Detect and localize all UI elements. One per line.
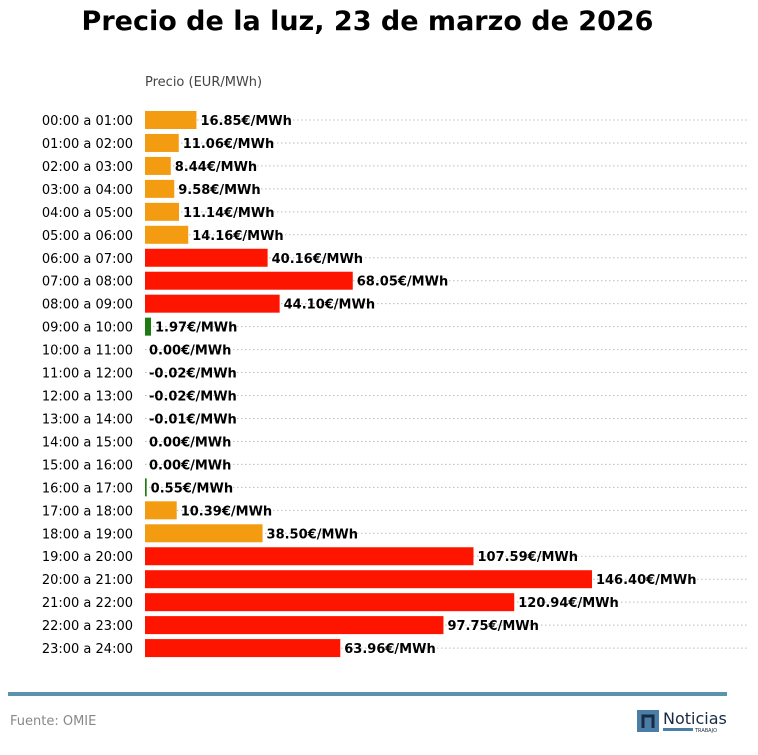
footer-divider bbox=[8, 692, 727, 696]
data-label: 11.14€/MWh bbox=[183, 206, 274, 221]
bar bbox=[145, 248, 268, 267]
noticias-trabajo-logo: Noticias TRABAJO bbox=[637, 709, 727, 734]
category-label: 14:00 a 15:00 bbox=[42, 435, 133, 450]
category-label: 21:00 a 22:00 bbox=[42, 596, 133, 611]
category-label: 06:00 a 07:00 bbox=[42, 252, 133, 267]
data-label: 9.58€/MWh bbox=[178, 183, 260, 198]
category-label: 15:00 a 16:00 bbox=[42, 458, 133, 473]
data-label: 146.40€/MWh bbox=[596, 573, 697, 588]
data-label: 0.00€/MWh bbox=[149, 458, 231, 473]
category-label: 05:00 a 06:00 bbox=[42, 229, 133, 244]
category-label: 07:00 a 08:00 bbox=[42, 275, 133, 290]
category-label: 01:00 a 02:00 bbox=[42, 137, 133, 152]
bar bbox=[145, 111, 197, 129]
category-label: 20:00 a 21:00 bbox=[42, 573, 133, 588]
category-label: 00:00 a 01:00 bbox=[42, 114, 133, 129]
category-label: 16:00 a 17:00 bbox=[42, 481, 133, 496]
category-label: 18:00 a 19:00 bbox=[42, 527, 133, 542]
category-label: 19:00 a 20:00 bbox=[42, 550, 133, 565]
bar bbox=[145, 179, 175, 198]
data-label: 68.05€/MWh bbox=[357, 275, 448, 290]
bar bbox=[145, 478, 147, 497]
data-label: 0.00€/MWh bbox=[149, 435, 231, 450]
data-label: 40.16€/MWh bbox=[272, 252, 363, 267]
bar-chart: Precio (EUR/MWh) 00:00 a 01:00 16.85€/MWh 0… bbox=[42, 75, 748, 658]
data-label: 97.75€/MWh bbox=[447, 619, 538, 634]
category-label: 23:00 a 24:00 bbox=[42, 642, 133, 657]
category-label: 22:00 a 23:00 bbox=[42, 619, 133, 634]
data-label: 44.10€/MWh bbox=[284, 298, 375, 313]
data-label: -0.02€/MWh bbox=[149, 367, 237, 382]
bar bbox=[145, 294, 280, 313]
data-label: -0.02€/MWh bbox=[149, 390, 237, 405]
category-label: 10:00 a 11:00 bbox=[42, 344, 133, 359]
chart-title: Precio de la luz, 23 de marzo de 2026 bbox=[81, 6, 654, 37]
bar bbox=[145, 639, 341, 658]
bar bbox=[145, 225, 189, 244]
category-label: 11:00 a 12:00 bbox=[42, 367, 133, 382]
bar bbox=[145, 317, 152, 336]
bar bbox=[145, 524, 263, 543]
data-label: 8.44€/MWh bbox=[175, 160, 257, 175]
data-label: 0.55€/MWh bbox=[151, 481, 233, 496]
data-label: 16.85€/MWh bbox=[200, 114, 291, 129]
bar bbox=[145, 156, 171, 175]
bar bbox=[145, 547, 474, 566]
bar bbox=[145, 593, 515, 612]
data-label: 107.59€/MWh bbox=[477, 550, 578, 565]
data-label: 14.16€/MWh bbox=[192, 229, 283, 244]
category-label: 03:00 a 04:00 bbox=[42, 183, 133, 198]
category-label: 04:00 a 05:00 bbox=[42, 206, 133, 221]
category-label: 13:00 a 14:00 bbox=[42, 412, 133, 427]
bar bbox=[145, 616, 444, 635]
data-label: 38.50€/MWh bbox=[267, 527, 358, 542]
bar bbox=[145, 133, 179, 152]
category-label: 02:00 a 03:00 bbox=[42, 160, 133, 175]
category-label: 17:00 a 18:00 bbox=[42, 504, 133, 519]
bar bbox=[145, 271, 353, 290]
data-label: -0.01€/MWh bbox=[149, 412, 237, 427]
data-label: 120.94€/MWh bbox=[518, 596, 619, 611]
category-label: 08:00 a 09:00 bbox=[42, 298, 133, 313]
data-label: 63.96€/MWh bbox=[344, 642, 435, 657]
data-label: 11.06€/MWh bbox=[183, 137, 274, 152]
bar bbox=[145, 570, 592, 589]
category-label: 12:00 a 13:00 bbox=[42, 390, 133, 405]
svg-text:TRABAJO: TRABAJO bbox=[694, 728, 717, 734]
data-label: 1.97€/MWh bbox=[155, 321, 237, 336]
category-label: 09:00 a 10:00 bbox=[42, 321, 133, 336]
svg-text:Noticias: Noticias bbox=[663, 709, 727, 728]
source-text: Fuente: OMIE bbox=[10, 714, 97, 729]
bar bbox=[145, 202, 180, 221]
data-label: 0.00€/MWh bbox=[149, 344, 231, 359]
data-label: 10.39€/MWh bbox=[181, 504, 272, 519]
x-axis-label: Precio (EUR/MWh) bbox=[145, 75, 262, 90]
bar bbox=[145, 501, 177, 520]
